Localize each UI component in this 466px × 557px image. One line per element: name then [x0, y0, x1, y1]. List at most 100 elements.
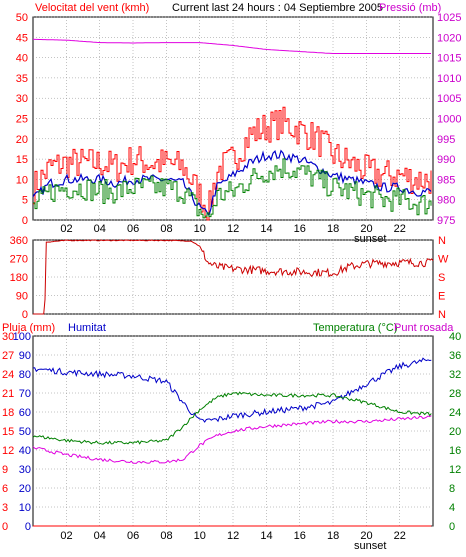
temp-panel-humidity-label: Humitat	[68, 322, 106, 334]
rain-y-tick-label: 24	[2, 369, 14, 381]
x-tick-label-bottom: 02	[60, 530, 72, 542]
direction-y-tick-label: 180	[10, 272, 28, 284]
rain-y-tick-label: 0	[2, 521, 8, 533]
humidity-y-tick-label: 60	[19, 407, 31, 419]
chart-marks: 0202040406060808101012121414161618182020…	[2, 12, 461, 552]
temperature-y-tick-label: 28	[449, 388, 461, 400]
humidity-y-tick-label: 20	[19, 483, 31, 495]
humidity-y-tick-label: 90	[19, 350, 31, 362]
sunset-label-top: sunset	[354, 233, 386, 245]
pressure-y-tick-label: 1015	[437, 53, 461, 65]
x-tick-label-bottom: 06	[127, 530, 139, 542]
humidity-y-tick-label: 100	[13, 331, 31, 343]
wind-y-tick-label: 50	[16, 12, 28, 24]
pressure-y-tick-label: 1005	[437, 93, 461, 105]
pressure-y-tick-label: 990	[437, 154, 455, 166]
rain-y-tick-label: 15	[2, 426, 14, 438]
direction-y-tick-label: 0	[22, 309, 28, 321]
humidity-y-tick-label: 0	[25, 521, 31, 533]
x-tick-label-top: 04	[94, 223, 106, 235]
x-tick-label-bottom: 04	[94, 530, 106, 542]
humidity-y-tick-label: 50	[19, 426, 31, 438]
x-tick-label-bottom: 20	[360, 530, 372, 542]
wind-y-tick-label: 5	[22, 195, 28, 207]
x-tick-label-top: 08	[160, 223, 172, 235]
wind-series-gust	[33, 106, 432, 221]
temperature-y-tick-label: 12	[449, 464, 461, 476]
humidity-y-tick-label: 30	[19, 464, 31, 476]
temperature-y-tick-label: 0	[449, 521, 455, 533]
temperature-y-tick-label: 4	[449, 502, 455, 514]
wind-y-tick-label: 25	[16, 114, 28, 126]
direction-y-tick-label: 270	[10, 254, 28, 266]
temperature-y-tick-label: 24	[449, 407, 461, 419]
current-date-title: Current last 24 hours : 04 Septiembre 20…	[172, 2, 383, 14]
direction-y-tick-label: 360	[10, 235, 28, 247]
wind-y-tick-label: 0	[22, 215, 28, 227]
sunset-label-bottom: sunset	[354, 540, 386, 552]
rain-y-tick-label: 27	[2, 350, 14, 362]
pressure-y-tick-label: 1020	[437, 32, 461, 44]
temperature-y-tick-label: 32	[449, 369, 461, 381]
compass-tick-label: E	[438, 291, 445, 303]
x-tick-label-bottom: 14	[260, 530, 272, 542]
temp-panel-dewpoint-label: Punt rosada	[394, 322, 454, 334]
x-tick-label-top: 14	[260, 223, 272, 235]
x-tick-label-bottom: 10	[194, 530, 206, 542]
pressure-y-tick-label: 1000	[437, 114, 461, 126]
wind-series-average	[32, 149, 432, 217]
pressure-y-tick-label: 980	[437, 195, 455, 207]
temperature-y-tick-label: 40	[449, 331, 461, 343]
wind-series-wind	[33, 158, 432, 219]
wind-y-tick-label: 45	[16, 32, 28, 44]
humidity-y-tick-label: 10	[19, 502, 31, 514]
temp-panel-rain-label: Pluja (mm)	[2, 322, 55, 334]
direction-series	[33, 239, 434, 315]
compass-tick-label: S	[438, 272, 445, 284]
wind-chart-title: Velocitat del vent (kmh)	[35, 2, 149, 14]
rain-y-tick-label: 6	[2, 483, 8, 495]
rain-y-tick-label: 9	[2, 464, 8, 476]
x-tick-label-bottom: 22	[394, 530, 406, 542]
wind-series-pressure	[32, 38, 431, 54]
pressure-chart-title: Pressió (mb)	[379, 2, 441, 14]
temp-series-humitat	[32, 357, 432, 423]
compass-tick-label: N	[438, 309, 446, 321]
pressure-y-tick-label: 975	[437, 215, 455, 227]
pressure-y-tick-label: 985	[437, 174, 455, 186]
x-tick-label-bottom: 08	[160, 530, 172, 542]
temperature-y-tick-label: 8	[449, 483, 455, 495]
temperature-y-tick-label: 20	[449, 426, 461, 438]
rain-y-tick-label: 18	[2, 407, 14, 419]
x-tick-label-top: 20	[360, 223, 372, 235]
x-tick-label-top: 12	[227, 223, 239, 235]
pressure-y-tick-label: 995	[437, 134, 455, 146]
x-tick-label-top: 02	[60, 223, 72, 235]
temp-series-temperatura	[32, 391, 432, 445]
x-tick-label-bottom: 16	[294, 530, 306, 542]
temperature-y-tick-label: 36	[449, 350, 461, 362]
humidity-y-tick-label: 80	[19, 369, 31, 381]
x-tick-label-top: 06	[127, 223, 139, 235]
wind-y-tick-label: 10	[16, 174, 28, 186]
humidity-y-tick-label: 40	[19, 445, 31, 457]
temperature-y-tick-label: 16	[449, 445, 461, 457]
wind-y-tick-label: 40	[16, 53, 28, 65]
humidity-y-tick-label: 70	[19, 388, 31, 400]
x-tick-label-top: 16	[294, 223, 306, 235]
wind-y-tick-label: 20	[16, 134, 28, 146]
rain-y-tick-label: 21	[2, 388, 14, 400]
compass-tick-label: N	[438, 235, 446, 247]
direction-y-tick-label: 90	[16, 291, 28, 303]
rain-y-tick-label: 3	[2, 502, 8, 514]
x-tick-label-bottom: 12	[227, 530, 239, 542]
wind-y-tick-label: 35	[16, 73, 28, 85]
x-tick-label-bottom: 18	[327, 530, 339, 542]
x-tick-label-top: 22	[394, 223, 406, 235]
temp-panel-temperature-label: Temperatura (°C)	[313, 322, 397, 334]
pressure-y-tick-label: 1010	[437, 73, 461, 85]
x-tick-label-top: 18	[327, 223, 339, 235]
wind-y-tick-label: 30	[16, 93, 28, 105]
